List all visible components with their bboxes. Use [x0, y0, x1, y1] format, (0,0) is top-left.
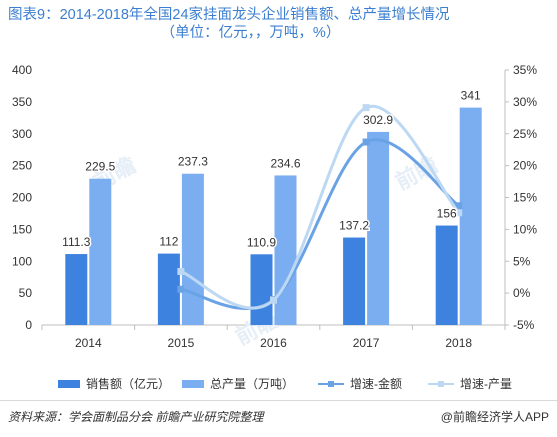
legend-swatch-sales — [58, 379, 80, 388]
marker-growth-output — [455, 209, 463, 217]
y-left-tick-label: 200 — [12, 191, 32, 205]
data-label-sales: 110.9 — [247, 235, 276, 249]
marker-growth-output — [270, 296, 277, 304]
data-label-output: 234.6 — [270, 156, 300, 170]
y-right-tick-label: 35% — [513, 63, 537, 77]
legend-label-sales: 销售额（亿元） — [86, 377, 171, 391]
y-left-tick-label: 400 — [12, 63, 32, 77]
bar-output — [89, 178, 112, 325]
bar-sales — [343, 237, 366, 325]
bar-sales — [250, 254, 273, 325]
y-right-tick-label: 10% — [513, 222, 537, 236]
legend-swatch-output — [182, 379, 204, 388]
bar-output — [181, 173, 204, 325]
title-line-1: 图表9：2014-2018年全国24家挂面龙头企业销售额、总产量增长情况 — [8, 7, 450, 23]
legend-label-output: 总产量（万吨） — [210, 377, 295, 391]
y-left-tick-label: 50 — [19, 286, 33, 300]
legend-item-growth-sales: 增速-金额 — [318, 375, 402, 392]
legend-swatch-growth-sales — [318, 379, 344, 389]
source-note: 资料来源：学会面制品分会 前瞻产业研究院整理 — [8, 410, 264, 424]
title-line-2: （单位：亿元，，万吨，%） — [160, 25, 341, 41]
x-tick-label: 2014 — [75, 336, 102, 350]
y-right-tick-label: 15% — [513, 191, 537, 205]
brand-credit: @前瞻经济学人APP — [440, 410, 549, 424]
marker-growth-sales — [177, 285, 185, 293]
x-tick-label: 2016 — [260, 336, 287, 350]
legend-swatch-growth-output — [428, 379, 454, 389]
data-label-sales: 112 — [159, 235, 178, 249]
x-tick-label: 2018 — [445, 336, 472, 350]
y-left-tick-label: 0 — [25, 318, 32, 332]
legend-item-sales: 销售额（亿元） — [58, 375, 170, 392]
x-tick-label: 2015 — [168, 336, 195, 350]
line-growth-output — [180, 104, 460, 310]
data-label-output: 229.5 — [85, 160, 115, 174]
legend-label-growth-output: 增速-产量 — [460, 377, 512, 391]
y-right-tick-label: 0% — [513, 286, 531, 300]
y-right-tick-label: 5% — [513, 254, 531, 268]
y-right-tick-label: -5% — [513, 318, 535, 332]
legend-label-growth-sales: 增速-金额 — [350, 377, 402, 391]
y-left-tick-label: 150 — [12, 222, 32, 236]
chart-title: 图表9：2014-2018年全国24家挂面龙头企业销售额、总产量增长情况 （单位… — [8, 6, 553, 42]
marker-growth-output — [362, 104, 370, 112]
marker-growth-sales — [362, 138, 370, 146]
y-right-tick-label: 30% — [513, 95, 537, 109]
x-tick-label: 2017 — [353, 336, 380, 350]
marker-growth-sales — [455, 202, 463, 210]
data-label-sales: 137.2 — [339, 219, 369, 233]
y-left-tick-label: 250 — [12, 159, 32, 173]
bar-output — [367, 131, 390, 325]
marker-growth-output — [177, 267, 185, 275]
footer-divider — [0, 400, 557, 401]
y-right-tick-label: 25% — [513, 127, 537, 141]
line-growth-sales — [180, 138, 460, 311]
legend-item-output: 总产量（万吨） — [182, 375, 294, 392]
y-left-tick-label: 100 — [12, 254, 32, 268]
data-label-output: 302.9 — [363, 113, 393, 127]
data-label-output: 237.3 — [178, 155, 208, 169]
bar-output — [459, 107, 482, 325]
data-label-output: 341 — [461, 89, 481, 103]
data-label-sales: 111.3 — [62, 235, 91, 249]
chart-plot: 0 50 100 150 200 250 300 350 400 -5% 0% 5% 10% 15% 20%… — [12, 63, 537, 350]
bar-sales — [157, 253, 180, 325]
y-left-tick-label: 350 — [12, 95, 32, 109]
y-left-tick-label: 300 — [12, 127, 32, 141]
bar-sales — [65, 254, 88, 325]
y-right-tick-label: 20% — [513, 159, 537, 173]
data-label-sales: 156 — [437, 207, 457, 221]
bar-output — [274, 175, 297, 325]
bar-sales — [435, 225, 458, 325]
legend-item-growth-output: 增速-产量 — [428, 375, 512, 392]
